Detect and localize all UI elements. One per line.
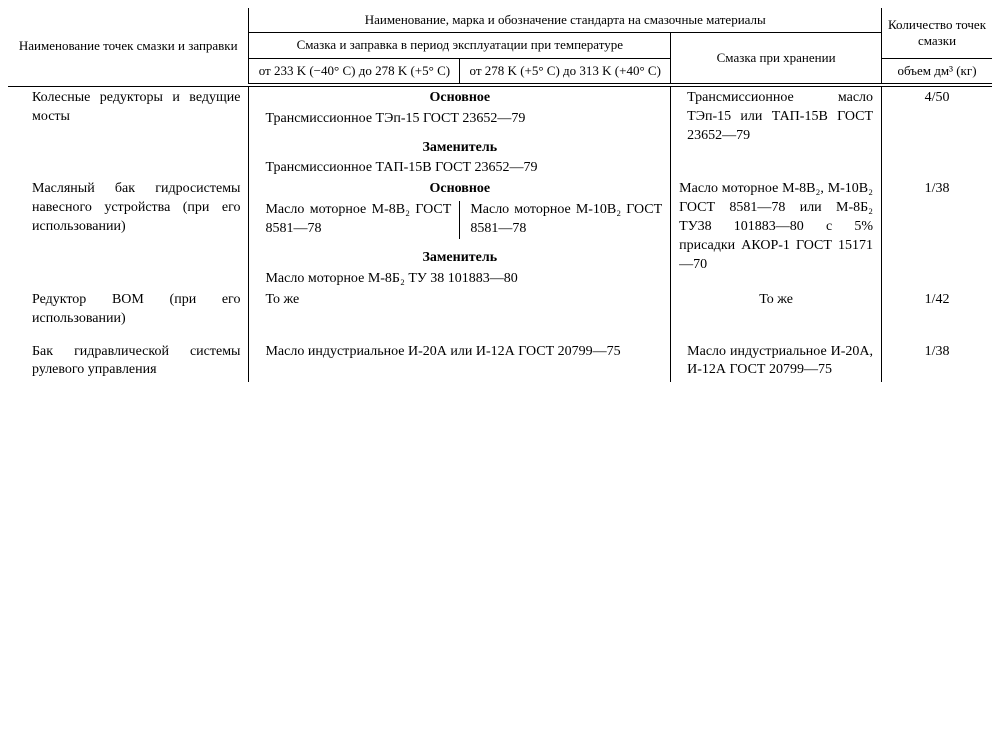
header-col1: Наименование точек смазки и заправки [8,8,249,83]
r1-name: Колесные редукторы и ведущие мосты [8,86,249,178]
table-row: Редуктор ВОМ (при его использовании) То … [8,289,992,331]
header-col23-sub: Смазка и заправка в период эксплуатации … [249,33,671,58]
table-header: Наименование точек смазки и заправки Наи… [8,8,992,86]
header-col5-bot: объем дм³ (кг) [882,58,992,83]
r1-main-label: Основное [249,86,671,109]
r2-name: Масляный бак гидросистемы навесного устр… [8,178,249,288]
table-row: Масляный бак гидросистемы навесного устр… [8,178,992,201]
r2-sub-label: Заменитель [249,239,671,270]
r3-qty: 1/42 [882,289,992,331]
table-row: Бак гидравлической системы рулевого упра… [8,331,992,383]
r1-sub: Трансмиссионное ТАП-15В ГОСТ 23652—79 [249,159,671,178]
r2-main-label: Основное [249,178,671,201]
r2-storage: Масло моторное М-8В₂, М-10В₂ ГОСТ 8581—7… [671,178,882,288]
r4-name: Бак гидравлической системы рулевого упра… [8,331,249,383]
table-body: Колесные редукторы и ведущие мосты Основ… [8,86,992,382]
r4-qty: 1/38 [882,331,992,383]
r4-mid: Масло индустриальное И-20А или И-12А ГОС… [249,331,671,383]
header-col5-top: Количество точек смазки [882,8,992,58]
r1-main: Трансмиссионное ТЭп-15 ГОСТ 23652—79 [249,110,671,129]
r2-sub: Масло моторное М-8Б₂ ТУ 38 101883—80 [249,270,671,289]
r2-main-right: Масло моторное М-10В₂ ГОСТ 8581—78 [460,201,671,239]
r4-storage: Масло индустриальное И-20А, И-12А ГОСТ 2… [671,331,882,383]
header-col234-top: Наименование, марка и обозначение станда… [249,8,882,33]
r1-sub-label: Заменитель [249,129,671,160]
lubrication-table: Наименование точек смазки и заправки Наи… [8,8,992,382]
header-col2: от 233 K (−40° C) до 278 K (+5° C) [249,58,460,83]
r3-mid: То же [249,289,671,331]
table-row: Колесные редукторы и ведущие мосты Основ… [8,86,992,109]
header-col3: от 278 K (+5° C) до 313 K (+40° C) [460,58,671,83]
r1-storage: Трансмиссионное масло ТЭп-15 или ТАП-15В… [671,86,882,178]
r3-name: Редуктор ВОМ (при его использовании) [8,289,249,331]
r2-main-left: Масло моторное М-8В₂ ГОСТ 8581—78 [249,201,460,239]
r3-storage: То же [671,289,882,331]
r2-qty: 1/38 [882,178,992,288]
r1-qty: 4/50 [882,86,992,178]
header-col4: Смазка при хранении [671,33,882,84]
